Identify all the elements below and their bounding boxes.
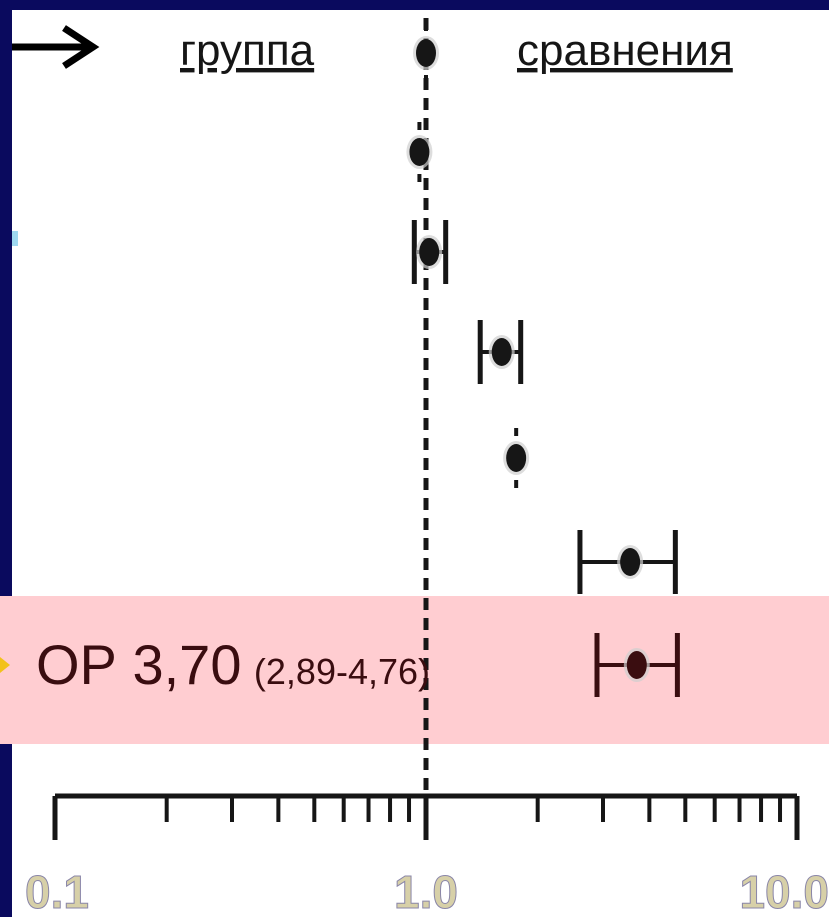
pooled-label: ОР 3,70 (2,89-4,76)	[36, 633, 430, 696]
pooled-estimate-point	[626, 651, 647, 679]
x-axis: 0.1 1.0 10.0	[25, 793, 829, 917]
study-row-3-point	[419, 238, 440, 266]
study-row-6	[577, 530, 678, 594]
study-row-4-point	[491, 338, 512, 366]
study-row-2-point	[409, 138, 430, 166]
study-row-1-point	[416, 39, 436, 67]
side-arrow-marker	[0, 657, 10, 673]
header-left-label: группа	[180, 26, 315, 75]
study-row-6-point	[620, 548, 641, 576]
study-row-5-point	[506, 444, 527, 472]
pooled-highlight-band	[0, 596, 829, 744]
header-right-label: сравнения	[517, 26, 733, 75]
x-tick-label-3: 10.0	[739, 866, 829, 917]
study-row-1	[413, 23, 439, 83]
study-row-4	[477, 320, 524, 384]
study-row-5	[503, 428, 530, 488]
study-row-2	[406, 122, 433, 182]
x-tick-label-2: 1.0	[394, 866, 458, 917]
pooled-label-main: ОР 3,70	[36, 633, 241, 696]
left-edge-mark	[12, 231, 18, 246]
study-row-3	[411, 220, 449, 284]
direction-arrow-icon	[12, 25, 100, 69]
pooled-label-ci: (2,89-4,76)	[254, 651, 430, 692]
pooled-estimate	[594, 633, 680, 697]
x-tick-label-1: 0.1	[25, 866, 89, 917]
study-markers	[406, 23, 680, 697]
